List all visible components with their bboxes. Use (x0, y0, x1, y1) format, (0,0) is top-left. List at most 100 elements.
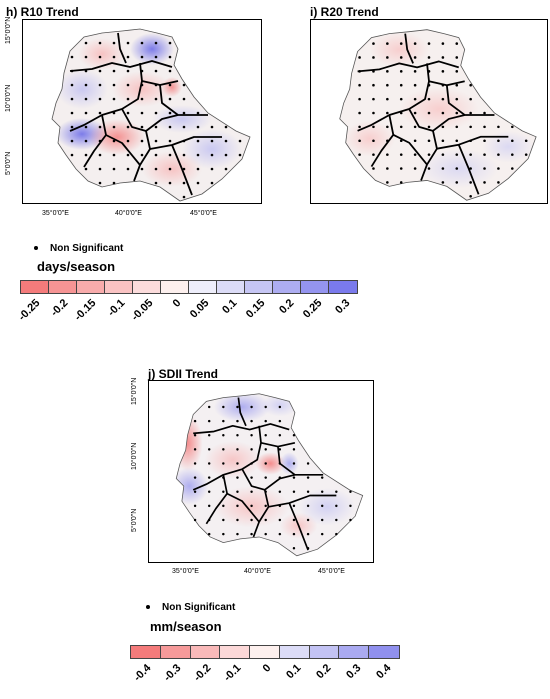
nonsignificant-dot (112, 55, 116, 59)
nonsignificant-dot (84, 41, 88, 45)
nonsignificant-dot (154, 83, 158, 87)
nonsignificant-dot (511, 139, 514, 143)
nonsignificant-dot (207, 434, 211, 437)
nonsignificant-dot (98, 41, 102, 45)
lon-label-45e-sdii: 45°0'0"E (318, 568, 345, 575)
panel-title-sdii: j) SDII Trend (148, 367, 219, 381)
colorbar-cell (250, 646, 280, 658)
nonsignificant-dot (112, 69, 116, 73)
nonsignificant-dot (250, 434, 253, 437)
map-r10 (51, 28, 251, 202)
map-r20 (339, 29, 537, 201)
colorbar-tick-label: 0.1 (284, 662, 304, 682)
nonsignificant-dot (358, 83, 361, 87)
nonsignificant-dot (182, 97, 186, 101)
nonsignificant-dot (112, 125, 116, 129)
nonsignificant-dot (207, 462, 211, 465)
nonsignificant-dot (182, 83, 186, 87)
nonsignificant-dot (236, 419, 239, 423)
nonsignificant-dot (441, 153, 445, 156)
nonsignificant-dot (441, 111, 445, 115)
nonsignificant-dot (386, 139, 389, 143)
nonsignificant-dot (278, 419, 282, 423)
nonsignificant-dot (455, 70, 459, 73)
nonsignificant-dot (182, 153, 186, 157)
nonsignificant-dot (413, 111, 417, 115)
nonsignificant-dot (427, 70, 431, 73)
nonsignificant-dot (386, 97, 389, 101)
nonsignificant-dot (250, 405, 253, 409)
nonsignificant-dot (372, 70, 375, 73)
nonsignificant-dot (236, 462, 239, 465)
nonsignificant-dot (278, 504, 282, 508)
nonsignificant-dot (182, 167, 186, 171)
nonsignificant-dot (70, 139, 74, 143)
nonsignificant-dot (207, 448, 211, 451)
nonsignificant-dot (372, 139, 375, 143)
nonsignificant-dot (168, 167, 172, 171)
nonsignificant-dot (441, 181, 445, 184)
nonsignificant-dot (427, 83, 431, 87)
nonsignificant-dot (413, 97, 417, 101)
nonsignificant-dot (210, 181, 214, 185)
nonsignificant-dot (335, 490, 338, 493)
nonsignificant-dot (154, 167, 158, 171)
nonsignificant-dot (399, 70, 403, 73)
nonsignificant-dot (386, 70, 389, 73)
nonsignificant-dot (306, 462, 310, 465)
nonsignificant-dot (413, 70, 417, 73)
nonsignificant-dot (469, 167, 472, 170)
nonsignificant-dot (441, 56, 445, 59)
nonsignificant-dot (193, 504, 197, 508)
nonsignificant-dot (84, 83, 88, 87)
colorbar-cell (301, 281, 329, 293)
nonsignificant-dot (292, 532, 296, 536)
nonsignificant-dot (469, 125, 472, 129)
colorbar-cell (105, 281, 133, 293)
nonsignificant-dot (98, 55, 102, 59)
nonsignificant-dot (455, 153, 459, 156)
nonsignificant-dot (399, 111, 403, 115)
colorbar-tick-label: -0.4 (131, 662, 154, 684)
nonsignificant-dot (292, 490, 296, 493)
nonsignificant-dot (386, 42, 389, 45)
nonsignificant-dot (511, 125, 514, 129)
nonsignificant-dot (70, 97, 74, 101)
nonsignificant-dot (358, 125, 361, 129)
legend-nonsignificant-top: Non Significant (34, 243, 123, 254)
nonsignificant-dot (413, 167, 417, 170)
nonsignificant-dot (70, 55, 74, 59)
nonsignificant-dot (358, 56, 361, 59)
nonsignificant-dot (335, 518, 338, 522)
nonsignificant-dot (427, 153, 431, 156)
nonsignificant-dot (455, 97, 459, 101)
nonsignificant-dot (112, 111, 116, 115)
nonsignificant-dot (140, 83, 144, 87)
nonsignificant-dot (168, 153, 172, 157)
nonsignificant-dot (441, 97, 445, 101)
colorbar-cell (329, 281, 357, 293)
nonsignificant-dot (126, 125, 130, 129)
nonsignificant-dot (399, 97, 403, 101)
nonsignificant-dot (154, 41, 158, 45)
nonsignificant-dot (306, 518, 310, 522)
nonsignificant-dot (98, 153, 102, 157)
nonsignificant-dot (207, 532, 211, 536)
nonsignificant-dot (483, 181, 486, 184)
nonsignificant-dot (112, 153, 116, 157)
nonsignificant-dot (84, 111, 88, 115)
nonsignificant-dot (207, 518, 211, 522)
nonsignificant-dot (320, 476, 324, 479)
panel-title-r20: i) R20 Trend (310, 5, 379, 19)
nonsignificant-dot (264, 532, 267, 536)
nonsignificant-dot (292, 518, 296, 522)
nonsignificant-dot (386, 167, 389, 170)
nonsignificant-dot (455, 167, 459, 170)
nonsignificant-dot (126, 153, 130, 157)
colorbar-tick-label: 0 (260, 662, 274, 675)
nonsignificant-dot (292, 434, 296, 437)
colorbar-cell (309, 646, 340, 658)
nonsignificant-dot (224, 139, 228, 143)
nonsignificant-dot (335, 504, 338, 508)
nonsignificant-dot (306, 547, 310, 550)
